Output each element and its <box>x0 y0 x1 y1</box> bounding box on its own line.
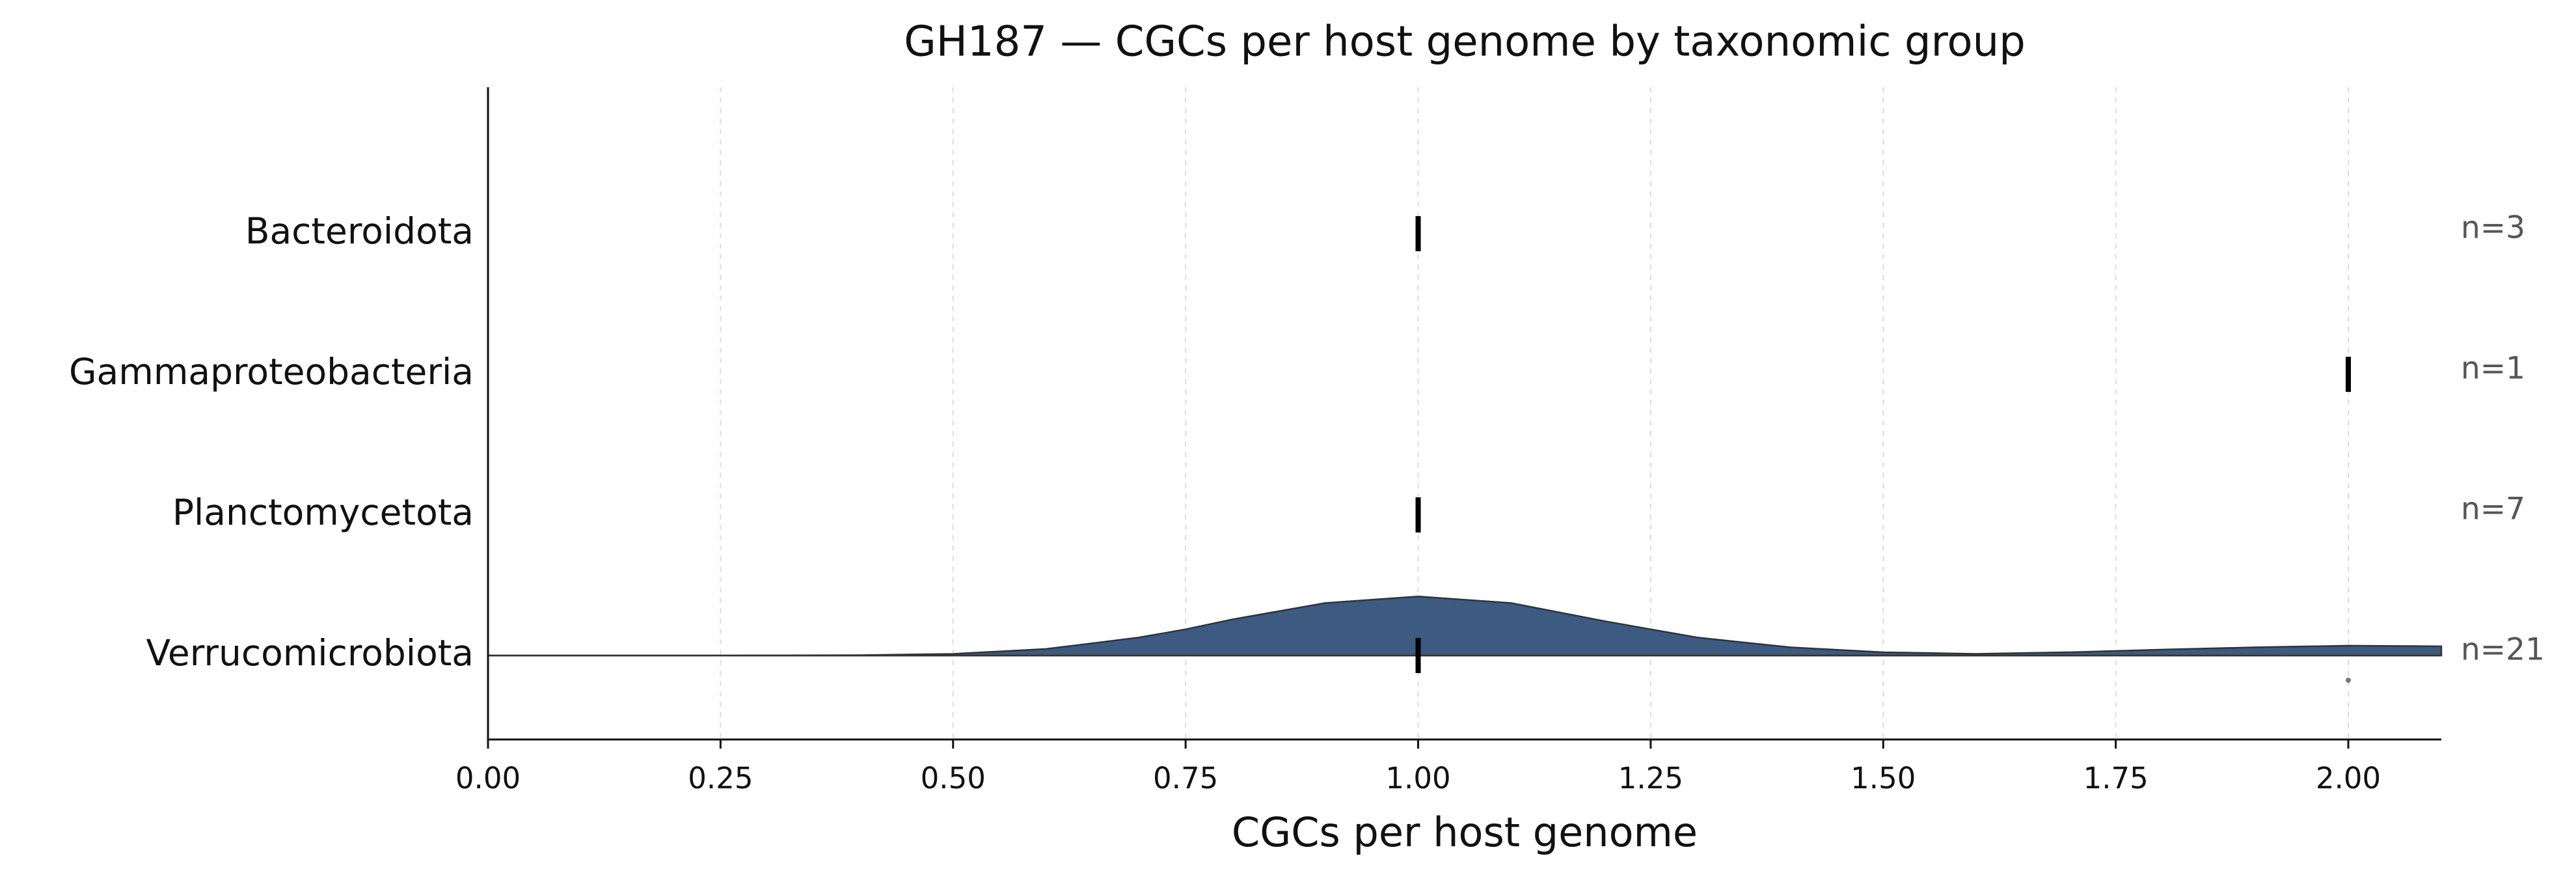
x-tick-label: 0.00 <box>455 761 521 795</box>
x-tick-label: 0.25 <box>688 761 753 795</box>
x-tick-label: 1.75 <box>2083 761 2149 795</box>
n-label: n=3 <box>2461 210 2525 246</box>
x-tick-label: 1.50 <box>1851 761 1916 795</box>
n-label: n=21 <box>2461 632 2545 668</box>
category-label: Planctomycetota <box>172 491 474 533</box>
density-area <box>487 596 2443 657</box>
x-tick-label: 1.00 <box>1385 761 1450 795</box>
n-label: n=1 <box>2461 351 2525 387</box>
category-label: Bacteroidota <box>245 210 474 252</box>
x-tick-label: 1.25 <box>1618 761 1683 795</box>
x-tick-label: 0.50 <box>921 761 986 795</box>
x-tick-label: 0.75 <box>1153 761 1218 795</box>
n-label: n=7 <box>2461 491 2525 527</box>
chart-title: GH187 — CGCs per host genome by taxonomi… <box>904 18 2026 66</box>
x-tick-label: 2.00 <box>2316 761 2381 795</box>
category-label: Gammaproteobacteria <box>69 351 474 393</box>
category-label: Verrucomicrobiota <box>146 632 474 674</box>
x-axis-label: CGCs per host genome <box>1232 808 1698 856</box>
outlier-point <box>2346 678 2352 683</box>
